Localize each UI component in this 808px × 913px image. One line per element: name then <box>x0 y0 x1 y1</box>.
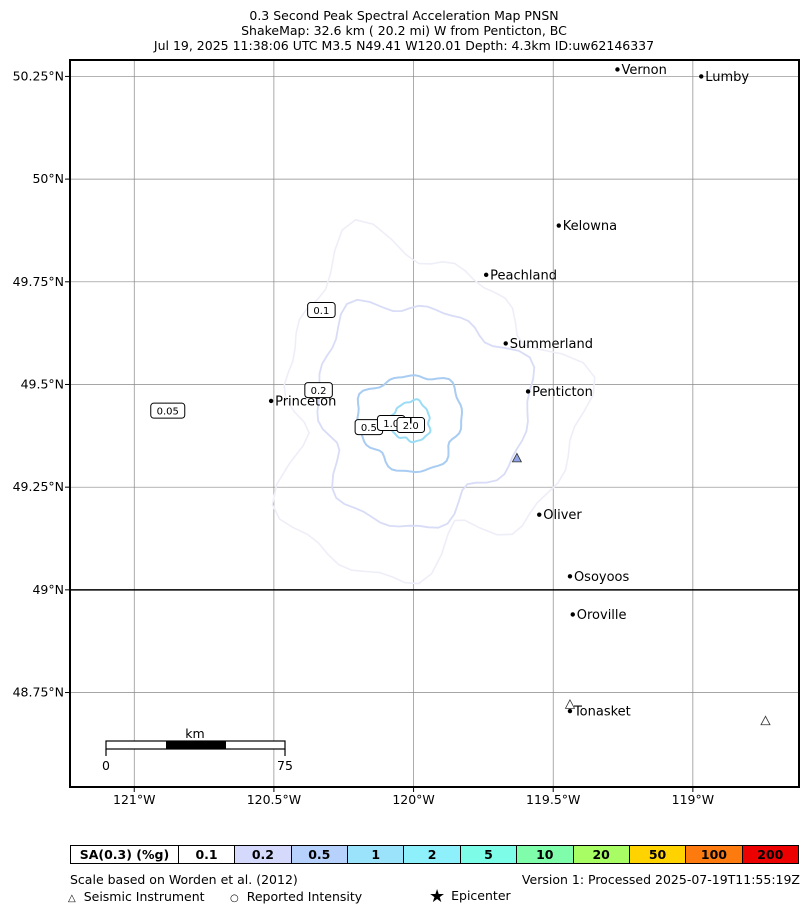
legend-cell: 0.2 <box>234 846 291 863</box>
legend-cell: 1 <box>347 846 404 863</box>
lat-tick-label: 49°N <box>32 582 64 597</box>
contour-label: 0.5 <box>361 423 377 434</box>
city-dot <box>615 67 620 72</box>
seismic-label: Seismic Instrument <box>83 889 205 904</box>
reported-label: Reported Intensity <box>246 889 363 904</box>
epicenter-label: Epicenter <box>451 888 511 903</box>
map-subtitle: ShakeMap: 32.6 km ( 20.2 mi) W from Pent… <box>241 23 567 38</box>
legend-cell: 200 <box>741 846 798 863</box>
legend-epicenter: ★ Epicenter <box>429 886 511 907</box>
legend-reported-intensity: ○ Reported Intensity <box>230 889 362 904</box>
intensity-legend: SA(0.3) (%g) 0.1 0.2 0.5 1 2 5 10 20 50 100 200 <box>70 845 799 864</box>
contour-label: 0.2 <box>311 386 327 397</box>
triangle-icon: △ <box>68 893 76 904</box>
contour-label: 0.1 <box>313 306 329 317</box>
city-label: Penticton <box>532 385 593 400</box>
city-dot <box>567 708 573 714</box>
legend-cell: 0.5 <box>290 846 347 863</box>
legend-cell: 10 <box>516 846 573 863</box>
scalebar-unit: km <box>185 726 204 741</box>
city-label: Peachland <box>490 268 557 283</box>
lon-tick-label: 119.5°W <box>526 792 580 807</box>
legend-cell: 0.1 <box>177 846 235 863</box>
legend-cell: 50 <box>628 846 686 863</box>
legend-seismic-instrument: △ Seismic Instrument <box>68 889 205 904</box>
city-label: Tonasket <box>573 705 631 720</box>
city-label: Kelowna <box>563 219 617 234</box>
legend-cell: 100 <box>685 846 742 863</box>
lon-tick-label: 121°W <box>113 792 155 807</box>
city-dot <box>525 389 531 394</box>
scale-note: Scale based on Worden et al. (2012) <box>70 872 298 887</box>
star-icon: ★ <box>429 886 446 907</box>
contour-label: 1.0 <box>383 419 399 430</box>
city-label: Oroville <box>577 608 627 623</box>
lat-tick-label: 49.5°N <box>21 376 64 391</box>
contour-label-box <box>307 302 336 319</box>
city-label: Princeton <box>275 394 336 409</box>
circle-icon: ○ <box>230 893 239 904</box>
city-label: Lumby <box>705 70 749 85</box>
lon-tick-label: 120.5°W <box>247 792 301 807</box>
city-dot <box>503 341 508 346</box>
city-dot <box>268 398 274 404</box>
lat-tick-label: 48.75°N <box>13 685 64 700</box>
scalebar-end: 75 <box>277 758 293 773</box>
station-markers <box>511 452 771 726</box>
city-dot <box>537 512 542 517</box>
legend-header: SA(0.3) (%g) <box>71 846 178 863</box>
city-dot <box>567 574 573 579</box>
lon-tick-label: 120°W <box>392 792 434 807</box>
contour-label-box <box>304 382 333 399</box>
lat-tick-label: 50°N <box>32 171 64 186</box>
graticule <box>70 60 799 787</box>
scale-bar: km 0 75 <box>102 726 293 773</box>
legend-cell: 2 <box>403 846 460 863</box>
shakemap-plot: 50.25°N 50°N 49.75°N 49.5°N 49.25°N 49°N 48.75… <box>13 59 800 807</box>
contour-labels: 0.05 0.1 0.2 0.5 1.0 2.0 <box>150 302 426 436</box>
version-note: Version 1: Processed 2025-07-19T11:55:19… <box>521 872 800 887</box>
lon-tick-label: 119°W <box>672 792 714 807</box>
map-title: 0.3 Second Peak Spectral Acceleration Ma… <box>249 8 559 23</box>
map-frame <box>69 59 800 788</box>
city-dot <box>570 612 575 617</box>
lat-tick-label: 49.75°N <box>13 274 64 289</box>
seismic-station-icon <box>564 698 576 709</box>
legend-cell: 5 <box>459 846 517 863</box>
seismic-station-icon <box>760 715 771 726</box>
city-label: Vernon <box>621 63 666 78</box>
lat-tick-label: 49.25°N <box>13 479 64 494</box>
contour-label: 0.05 <box>157 407 179 418</box>
city-markers: Vernon Lumby Kelowna Peachland Summerland Pen… <box>268 63 749 720</box>
contour-ring <box>316 298 536 529</box>
city-label: Summerland <box>510 337 593 352</box>
contour-label: 2.0 <box>403 421 419 432</box>
city-dot <box>556 223 561 228</box>
seismic-station-icon <box>511 452 523 463</box>
city-dot <box>699 74 704 79</box>
city-label: Oliver <box>543 508 582 523</box>
scalebar-start: 0 <box>102 758 110 773</box>
contour-ring <box>271 218 596 585</box>
city-dot <box>483 272 489 278</box>
event-info: Jul 19, 2025 11:38:06 UTC M3.5 N49.41 W1… <box>153 38 655 53</box>
contour-label-box <box>150 402 186 419</box>
legend-cell: 20 <box>572 846 629 863</box>
city-label: Osoyoos <box>574 570 630 585</box>
lat-tick-label: 50.25°N <box>13 68 64 83</box>
